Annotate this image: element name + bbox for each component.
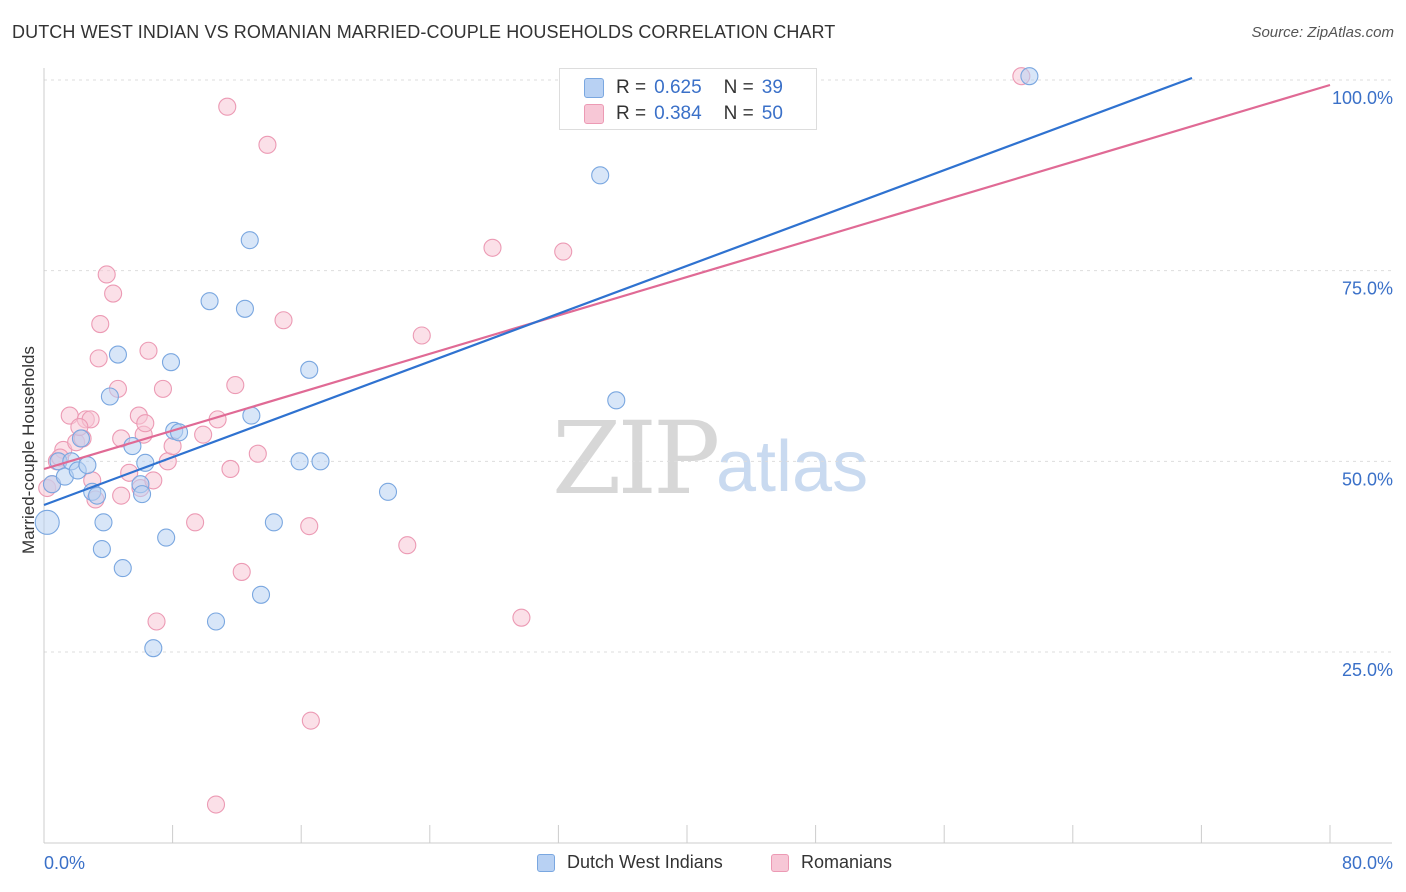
legend-n-label: N = <box>723 77 754 98</box>
y-tick-label: 25.0% <box>1342 660 1393 680</box>
y-tick-label: 100.0% <box>1332 88 1393 108</box>
x-tick-label: 0.0% <box>44 853 85 873</box>
y-tick-label: 75.0% <box>1342 279 1393 299</box>
legend-row-dutch-west-indians: R = 0.625 N = 39 <box>584 77 783 99</box>
dutch-west-indians-point <box>113 559 132 578</box>
legend-label: Romanians <box>801 852 893 872</box>
dutch-west-indians-point <box>235 299 254 318</box>
blue-swatch <box>537 853 555 872</box>
dutch-west-indians-trend-line <box>43 76 1193 507</box>
dutch-west-indians-point <box>240 231 259 250</box>
romanians-point <box>258 135 277 154</box>
dutch-west-indians-point <box>161 353 181 372</box>
romanians-point <box>139 341 158 360</box>
romanians-point <box>186 513 205 532</box>
dutch-west-indians-point <box>144 639 163 658</box>
romanians-point <box>274 311 293 330</box>
romanians-point <box>194 425 213 444</box>
dutch-west-indians-point <box>100 387 119 406</box>
dutch-west-indians-point <box>607 391 626 410</box>
romanians-point <box>136 414 155 433</box>
axes <box>43 68 1392 844</box>
romanians-point <box>97 265 116 284</box>
romanians-point <box>412 326 431 345</box>
romanians-point <box>89 349 108 368</box>
romanians-point <box>398 536 417 555</box>
dutch-west-indians-point <box>108 345 127 364</box>
series-legend: Dutch West Indians Romanians <box>0 852 1406 880</box>
y-tick-label: 50.0% <box>1342 469 1393 489</box>
pink-swatch <box>771 853 789 872</box>
romanians-point <box>248 444 267 463</box>
dutch-west-indians-point <box>92 539 111 559</box>
dutch-west-indians-point <box>136 453 155 472</box>
romanians-point <box>300 517 319 536</box>
legend-r-label: R = <box>616 103 647 124</box>
chart-title: DUTCH WEST INDIAN VS ROMANIAN MARRIED-CO… <box>12 22 836 42</box>
legend-n-value: 50 <box>761 103 783 124</box>
pink-swatch <box>584 104 604 124</box>
trend-lines <box>43 76 1331 507</box>
y-axis-label: Married-couple Households <box>19 346 38 554</box>
romanians-point <box>554 242 573 261</box>
dutch-west-indians-point <box>251 585 271 604</box>
dutch-west-indians-point <box>591 166 610 185</box>
dutch-west-indians-point <box>290 452 309 471</box>
legend-n-label: N = <box>723 103 754 124</box>
romanians-point <box>301 711 320 730</box>
dutch-west-indians-point <box>133 485 152 504</box>
blue-swatch <box>584 78 604 98</box>
romanians-trend-line <box>43 83 1331 471</box>
legend-n-value: 39 <box>761 77 783 98</box>
dutch-west-indians-point <box>78 456 97 475</box>
dutch-west-indians-point <box>1020 67 1039 86</box>
dutch-west-indians-point <box>34 509 60 535</box>
romanians-point <box>512 608 531 627</box>
romanians-point <box>226 376 245 395</box>
y-axis-label-wrap: Married-couple Households <box>14 300 44 600</box>
romanians-point <box>221 459 240 479</box>
legend-r-label: R = <box>616 77 647 98</box>
x-tick-label: 80.0% <box>1342 853 1393 873</box>
legend-r-value: 0.625 <box>654 77 702 98</box>
legend-item-dutch-west-indians[interactable]: Dutch West Indians <box>537 852 723 873</box>
watermark-atlas: atlas <box>716 427 869 507</box>
romanians-point <box>91 315 110 334</box>
romanians-point <box>147 612 166 631</box>
legend-row-romanians: R = 0.384 N = 50 <box>584 103 783 125</box>
correlation-legend: R = 0.625 N = 39 R = 0.384 N = 50 <box>559 68 817 130</box>
romanians-point <box>153 379 173 398</box>
dutch-west-indians-point <box>87 486 107 505</box>
romanians-point <box>218 97 237 116</box>
romanians-points <box>38 67 1031 814</box>
dutch-west-indians-point <box>264 513 283 532</box>
dutch-west-indians-point <box>157 528 176 547</box>
dutch-west-indians-points <box>34 67 1039 658</box>
dutch-west-indians-point <box>94 513 113 532</box>
dutch-west-indians-point <box>200 292 219 311</box>
dutch-west-indians-point <box>206 612 226 631</box>
romanians-point <box>112 486 131 505</box>
legend-label: Dutch West Indians <box>567 852 723 872</box>
dutch-west-indians-point <box>378 482 398 501</box>
source-credit: Source: ZipAtlas.com <box>1251 24 1394 41</box>
romanians-point <box>483 238 502 257</box>
legend-item-romanians[interactable]: Romanians <box>771 852 892 873</box>
romanians-point <box>206 795 226 814</box>
romanians-point <box>104 284 123 303</box>
dutch-west-indians-point <box>311 452 330 471</box>
romanians-point <box>232 562 251 581</box>
tick-labels: 25.0% 50.0% 75.0% 100.0% 0.0% 80.0% <box>44 88 1393 873</box>
watermark-zip: ZIP <box>552 400 720 517</box>
legend-r-value: 0.384 <box>654 103 702 124</box>
dutch-west-indians-point <box>71 429 91 448</box>
dutch-west-indians-point <box>300 360 319 379</box>
